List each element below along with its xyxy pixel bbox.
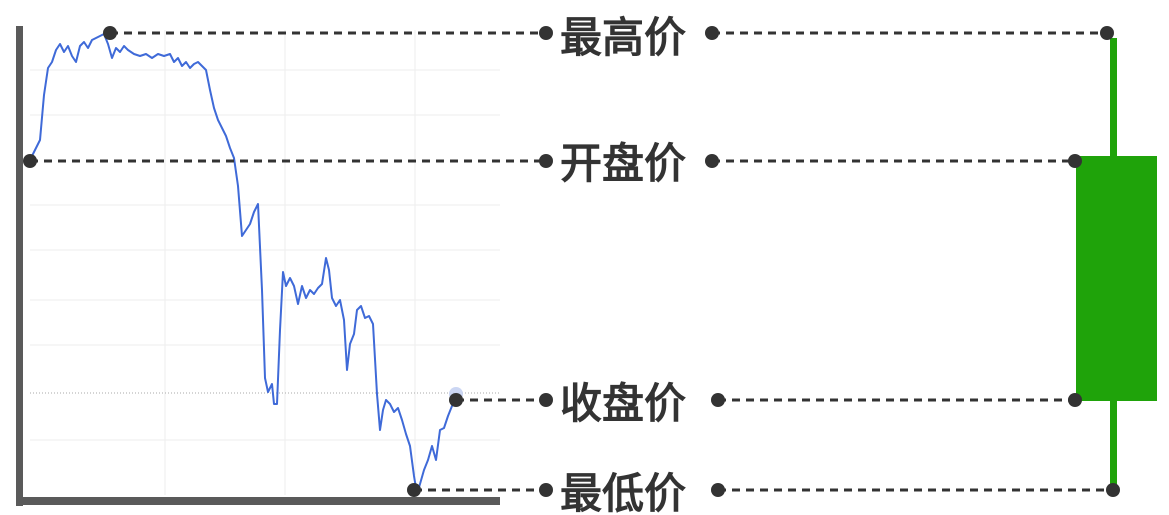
- high-dot-candle: [1100, 26, 1114, 40]
- candle-body: [1076, 156, 1157, 401]
- low-dot-chart: [407, 483, 421, 497]
- high-dot-label-right: [705, 26, 719, 40]
- close-dot-label-right: [711, 393, 725, 407]
- close-dot-chart: [449, 393, 463, 407]
- chart-axes: [16, 26, 500, 506]
- connector-lines: [30, 31, 1113, 492]
- high-price-label: 最高价: [560, 13, 686, 62]
- high-dot-chart: [103, 26, 117, 40]
- close-dot-candle: [1068, 393, 1082, 407]
- chart-grid: [30, 30, 500, 495]
- open-dot-chart: [23, 154, 37, 168]
- candlestick: [1076, 38, 1157, 494]
- low-dot-label-left: [539, 483, 553, 497]
- open-dot-label-right: [705, 154, 719, 168]
- open-dot-candle: [1068, 154, 1082, 168]
- low-price-label: 最低价: [560, 469, 686, 515]
- close-price-label: 收盘价: [560, 379, 686, 428]
- x-axis: [16, 497, 500, 505]
- y-axis: [16, 26, 23, 506]
- close-dot-label-left: [539, 393, 553, 407]
- low-dot-candle: [1106, 483, 1120, 497]
- open-dot-label-left: [539, 154, 553, 168]
- endpoint-dots: [23, 26, 1120, 497]
- open-price-label: 开盘价: [560, 139, 686, 188]
- low-dot-label-right: [711, 483, 725, 497]
- high-dot-label-left: [539, 26, 553, 40]
- intraday-price-line: [29, 33, 457, 495]
